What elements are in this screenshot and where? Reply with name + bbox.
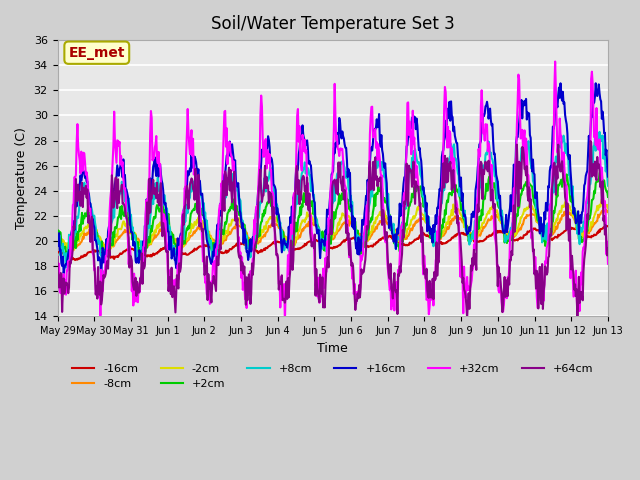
Legend: -16cm, -8cm, -2cm, +2cm, +8cm, +16cm, +32cm, +64cm: -16cm, -8cm, -2cm, +2cm, +8cm, +16cm, +3… <box>68 360 598 394</box>
Text: EE_met: EE_met <box>68 46 125 60</box>
Title: Soil/Water Temperature Set 3: Soil/Water Temperature Set 3 <box>211 15 454 33</box>
X-axis label: Time: Time <box>317 342 348 355</box>
Y-axis label: Temperature (C): Temperature (C) <box>15 127 28 229</box>
